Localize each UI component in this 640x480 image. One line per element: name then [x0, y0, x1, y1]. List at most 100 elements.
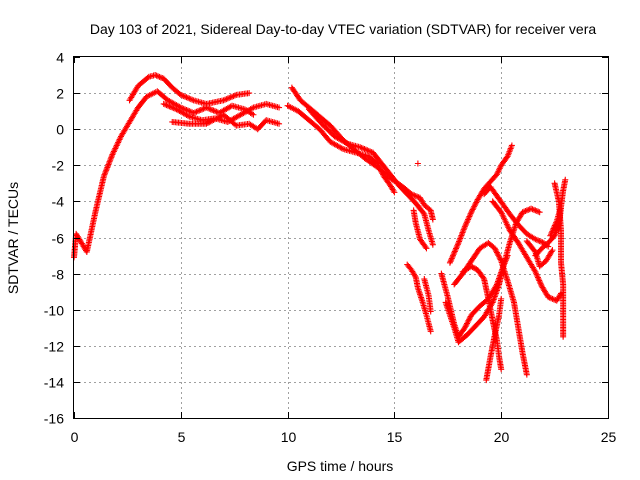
plus-marker [423, 245, 430, 252]
plus-marker [360, 145, 367, 152]
plus-marker [447, 258, 454, 265]
plus-marker [550, 225, 557, 232]
plus-marker [412, 192, 419, 199]
plus-marker [153, 72, 160, 79]
plus-marker [250, 111, 257, 118]
series-track-20 [523, 238, 556, 270]
plus-marker [249, 105, 255, 112]
plus-marker [532, 268, 539, 275]
series-track-4 [169, 111, 283, 133]
y-tick-label: 0 [56, 122, 64, 138]
plus-marker [358, 144, 365, 151]
plus-marker [530, 206, 537, 213]
plus-marker [184, 112, 191, 119]
plus-marker [538, 281, 545, 288]
plus-marker [493, 249, 500, 256]
plus-marker [108, 154, 115, 161]
plus-marker [206, 105, 213, 112]
plus-marker [376, 164, 383, 171]
x-tick-label: 10 [281, 429, 297, 445]
plus-marker [508, 142, 515, 149]
plus-marker [187, 108, 194, 115]
plus-marker [547, 231, 554, 238]
y-tick-label: 4 [56, 50, 64, 66]
plus-marker [494, 250, 501, 257]
series-track-14 [451, 239, 530, 378]
plus-marker [549, 295, 556, 302]
plus-marker [207, 106, 214, 113]
plus-marker [183, 106, 190, 113]
plus-marker [106, 158, 113, 165]
plus-marker [465, 317, 472, 324]
series-track-6 [284, 102, 398, 196]
chart-title: Day 103 of 2021, Sidereal Day-to-day VTE… [90, 21, 596, 37]
series-track-8 [410, 207, 430, 252]
plus-marker [231, 92, 238, 99]
plus-marker [451, 249, 458, 256]
plus-marker [463, 219, 470, 226]
plus-marker [276, 104, 283, 111]
plus-marker [246, 90, 253, 97]
plus-marker [192, 109, 199, 116]
plus-marker [183, 94, 190, 101]
plus-marker [199, 106, 206, 113]
plus-marker [549, 228, 556, 235]
plus-marker [548, 248, 555, 255]
plus-marker [498, 295, 505, 302]
plus-marker [454, 241, 461, 248]
x-tick-label: 5 [178, 429, 186, 445]
plus-marker [338, 145, 345, 152]
plus-marker [560, 333, 567, 340]
plus-marker [546, 294, 553, 301]
plus-marker [536, 277, 543, 284]
plus-marker [429, 241, 436, 248]
plus-marker [194, 108, 201, 115]
plus-marker [167, 103, 174, 110]
plus-marker [463, 220, 470, 227]
plus-marker [166, 103, 173, 110]
plus-marker [391, 189, 398, 196]
plus-marker [172, 105, 179, 112]
plus-marker [528, 205, 535, 212]
plus-marker [106, 160, 113, 167]
plus-marker [535, 237, 542, 244]
plus-marker [170, 105, 177, 112]
plus-marker [453, 245, 460, 252]
plus-marker [522, 208, 529, 215]
plus-marker [467, 210, 474, 217]
plus-marker [452, 247, 459, 254]
plus-marker [469, 264, 476, 271]
plus-marker [538, 238, 545, 245]
x-tick-label: 15 [387, 429, 403, 445]
plus-marker [535, 276, 542, 283]
plus-marker [533, 208, 540, 215]
plus-marker [534, 274, 541, 281]
plus-marker [498, 366, 505, 373]
plus-marker [209, 106, 216, 113]
plus-marker [463, 321, 470, 328]
plus-marker [468, 209, 475, 216]
plus-marker [467, 212, 474, 219]
plus-marker [548, 295, 555, 302]
plus-marker [107, 157, 114, 164]
plus-marker [464, 320, 471, 327]
plus-marker [186, 95, 193, 102]
plus-marker [446, 259, 453, 266]
plus-marker [461, 324, 468, 331]
plus-marker [227, 94, 234, 101]
plus-marker [536, 278, 543, 285]
plus-marker [102, 168, 109, 175]
plus-marker [549, 247, 556, 254]
plus-marker [108, 152, 115, 159]
plus-marker [179, 92, 186, 99]
plus-marker [377, 167, 384, 174]
plus-marker [377, 166, 384, 173]
plus-marker [378, 168, 385, 175]
y-tick-label: -16 [44, 411, 64, 427]
plus-marker [367, 148, 374, 155]
plus-marker [470, 264, 477, 271]
plus-marker [107, 155, 114, 162]
plus-marker [471, 202, 478, 209]
series-track-7 [305, 106, 436, 248]
plus-marker [362, 146, 369, 153]
